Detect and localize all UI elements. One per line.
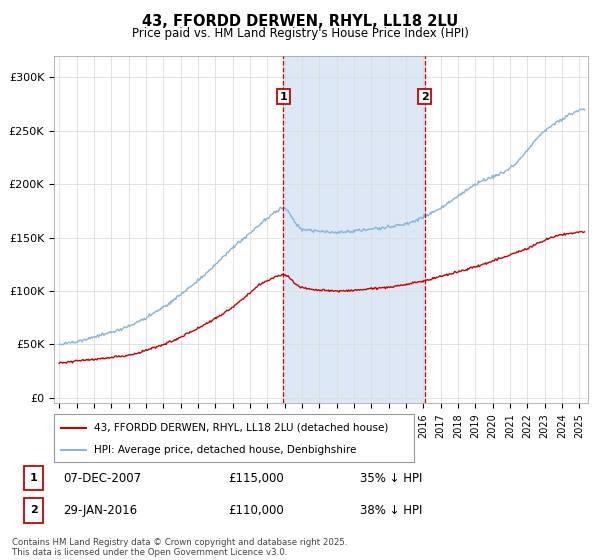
Text: £110,000: £110,000 bbox=[228, 504, 284, 517]
Text: 43, FFORDD DERWEN, RHYL, LL18 2LU: 43, FFORDD DERWEN, RHYL, LL18 2LU bbox=[142, 14, 458, 29]
Text: 1: 1 bbox=[280, 92, 287, 101]
Bar bbox=[283, 56, 425, 403]
Text: 29-JAN-2016: 29-JAN-2016 bbox=[63, 504, 137, 517]
Text: Contains HM Land Registry data © Crown copyright and database right 2025.
This d: Contains HM Land Registry data © Crown c… bbox=[12, 538, 347, 557]
Text: 38% ↓ HPI: 38% ↓ HPI bbox=[360, 504, 422, 517]
Text: Price paid vs. HM Land Registry's House Price Index (HPI): Price paid vs. HM Land Registry's House … bbox=[131, 27, 469, 40]
Text: £115,000: £115,000 bbox=[228, 472, 284, 484]
Text: 2: 2 bbox=[421, 92, 428, 101]
Text: HPI: Average price, detached house, Denbighshire: HPI: Average price, detached house, Denb… bbox=[94, 445, 356, 455]
Text: 07-DEC-2007: 07-DEC-2007 bbox=[63, 472, 141, 484]
Text: 43, FFORDD DERWEN, RHYL, LL18 2LU (detached house): 43, FFORDD DERWEN, RHYL, LL18 2LU (detac… bbox=[94, 423, 388, 433]
Text: 1: 1 bbox=[30, 473, 37, 483]
FancyBboxPatch shape bbox=[24, 466, 43, 491]
Text: 35% ↓ HPI: 35% ↓ HPI bbox=[360, 472, 422, 484]
Text: 2: 2 bbox=[30, 505, 37, 515]
FancyBboxPatch shape bbox=[24, 498, 43, 522]
